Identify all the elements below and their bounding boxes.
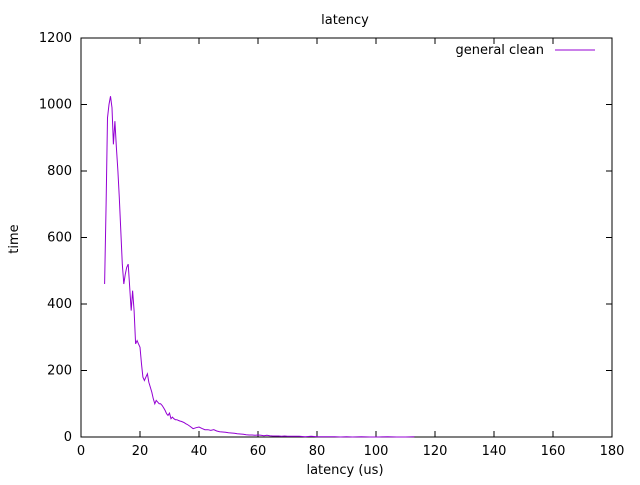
y-tick-label: 1000 <box>39 98 72 113</box>
x-tick-label: 160 <box>541 444 566 459</box>
x-tick-label: 20 <box>132 444 149 459</box>
axes: 0 20 40 60 80 100 120 140 160 180 0 200 400 600 800 100… <box>39 31 625 459</box>
y-tick-label: 200 <box>47 364 72 379</box>
x-tick-label: 140 <box>482 444 507 459</box>
y-tick-label: 1200 <box>39 31 72 46</box>
y-axis-label: time <box>7 224 22 253</box>
x-tick-label: 80 <box>309 444 326 459</box>
x-tick-label: 0 <box>77 444 85 459</box>
x-tick-label: 60 <box>250 444 267 459</box>
series-lines <box>104 96 415 438</box>
y-tick-label: 800 <box>47 164 72 179</box>
y-tick-label: 0 <box>64 430 72 445</box>
series-line-general-clean <box>104 96 415 438</box>
x-tick-label: 120 <box>423 444 448 459</box>
legend: general clean <box>455 43 595 58</box>
chart-title: latency <box>321 13 369 28</box>
x-tick-label: 40 <box>191 444 208 459</box>
plot-frame <box>80 37 613 438</box>
x-axis-label: latency (us) <box>306 463 383 478</box>
y-tick-label: 400 <box>47 297 72 312</box>
x-tick-label: 100 <box>364 444 389 459</box>
legend-label: general clean <box>455 43 544 58</box>
x-tick-label: 180 <box>600 444 625 459</box>
y-tick-label: 600 <box>47 231 72 246</box>
